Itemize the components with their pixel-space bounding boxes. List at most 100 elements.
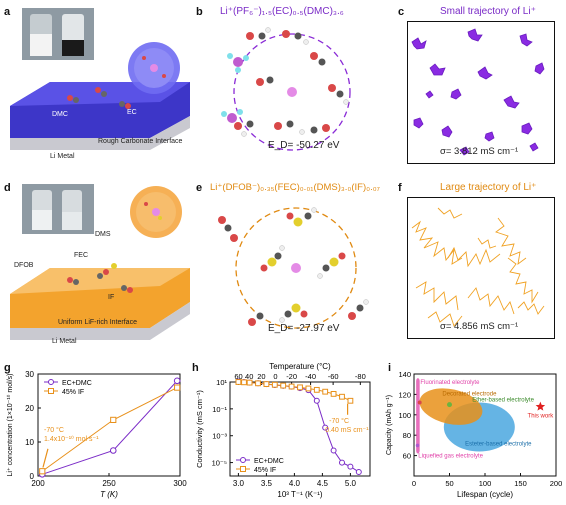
y-tick-label-i: 140	[398, 370, 411, 379]
legend-marker-g-0	[48, 379, 54, 385]
top-tick-label-h: -80	[355, 372, 366, 381]
this-work-label: This work	[528, 414, 555, 420]
y-tick-label-i: 60	[403, 452, 411, 461]
x-tick-label-h: 4.5	[317, 479, 329, 488]
data-point-h-1	[297, 384, 303, 391]
y-tick-label-g: 30	[25, 370, 34, 379]
x-tick-label-i: 200	[550, 479, 563, 488]
trajectory-title-f: Large trajectory of Li⁺	[440, 182, 537, 193]
data-point-g-1	[174, 384, 181, 391]
uniform-interface-label: Uniform LiF-rich Interface	[58, 319, 137, 326]
top-tick-label-h: 40	[245, 372, 253, 381]
legend-marker-h-1	[240, 466, 246, 472]
y-tick-label-h: 10¹	[216, 378, 227, 387]
ec-label: EC	[127, 109, 137, 116]
data-point-h-1	[241, 379, 247, 386]
solvation-formula-b: Li⁺(PF₆⁻)₁.₅(EC)₀.₅(DMC)₃.₆	[220, 6, 344, 17]
top-tick-label-h: -60	[328, 372, 339, 381]
y-axis-label-g: Li⁺ concentration (1×10⁻¹⁰ mol/s)	[6, 374, 14, 477]
panel-label-f: f	[398, 182, 402, 194]
plot-frame-g	[37, 373, 181, 477]
data-point-h-0	[355, 468, 362, 475]
x-tick-label-i: 50	[445, 479, 453, 488]
x-axis-label-h: 10³ T⁻¹ (K⁻¹)	[277, 490, 323, 499]
x-tick-label-h: 3.0	[233, 479, 245, 488]
fluorinated-label: Fluorinated electrolyte	[420, 380, 480, 386]
panel-a-illustration	[10, 6, 190, 156]
top-tick-label-h: 60	[234, 372, 242, 381]
x-tick-label-h: 4.0	[289, 479, 301, 488]
legend-marker-h-0	[240, 457, 246, 463]
li-metal-label-a: Li Metal	[50, 153, 75, 160]
panel-label-c: c	[398, 6, 405, 18]
data-point-h-0	[347, 463, 354, 470]
data-point-h-1	[305, 385, 312, 392]
x-tick-label-g: 250	[102, 479, 116, 488]
annotation-temp-g: -70 °C	[44, 426, 64, 434]
panel-label-d: d	[4, 182, 11, 194]
x-tick-label-i: 100	[479, 479, 492, 488]
panel-d-illustration	[10, 182, 190, 342]
x-axis-label-i: Lifespan (cycle)	[457, 490, 513, 499]
fluorinated-region	[416, 378, 420, 454]
conductivity-sigma-f: σ= 4.856 mS cm⁻¹	[440, 321, 519, 332]
dfob-label: DFOB	[14, 262, 34, 269]
chart-g: 200 250 300 0 10 20 30 T (K) Li⁺ concentration (…	[0, 360, 190, 500]
chart-h: 3.0 3.5 4.0 4.5 5.0 10¹ 10⁻¹ 10⁻³ 10⁻⁵ 60 40 20 0 -20…	[190, 360, 380, 500]
rough-interface-label: Rough Carbonate Interface	[98, 138, 183, 145]
y-tick-label-g: 20	[25, 404, 34, 413]
data-point-h-0	[330, 447, 337, 454]
dmc-label: DMC	[52, 111, 68, 118]
y-axis-label-i: Capacity (mAh g⁻¹)	[386, 395, 393, 455]
trajectory-plot-c	[407, 21, 555, 164]
fec-label: FEC	[74, 252, 88, 259]
chart-i: 0 50 100 150 200 60 80 100 120 140 Lifespan (cycle…	[380, 360, 566, 500]
data-point-h-0	[313, 397, 320, 404]
trajectory-title-c: Small trajectory of Li⁺	[440, 6, 536, 17]
data-point-h-1	[255, 380, 261, 387]
panel-label-h: h	[192, 362, 199, 374]
x-axis-label-g: T (K)	[100, 490, 118, 499]
binding-energy-e: E_D= -27.97 eV	[268, 323, 340, 334]
y-tick-label-g: 10	[25, 438, 34, 447]
data-point-h-0	[322, 424, 329, 431]
legend-label-g-0: EC+DMC	[62, 380, 92, 387]
legend-label-h-0: EC+DMC	[254, 458, 284, 465]
panel-b-structure	[210, 22, 380, 152]
data-point-g-0	[173, 377, 181, 385]
x-tick-label-i: 150	[514, 479, 527, 488]
liquefied-marker	[415, 443, 420, 448]
data-point-g-1	[39, 468, 46, 475]
data-point-h-1	[347, 397, 354, 404]
ester-label: Esteter-based electrolyte	[465, 441, 532, 447]
y-tick-label-i: 80	[403, 431, 411, 440]
top-tick-label-h: -40	[305, 372, 316, 381]
data-point-h-1	[271, 381, 278, 388]
y-tick-label-h: 10⁻³	[212, 432, 227, 441]
this-work-star	[535, 401, 546, 411]
y-tick-label-i: 100	[398, 411, 411, 420]
y-tick-label-h: 10⁻⁵	[212, 459, 227, 468]
dms-label: DMS	[95, 231, 111, 238]
trajectory-plot-f	[407, 197, 555, 339]
panel-label-e: e	[196, 182, 203, 194]
data-point-g-0	[109, 447, 117, 454]
legend-label-g-1: 45% IF	[62, 389, 84, 396]
annotation-arrow-g	[42, 448, 49, 468]
data-point-h-1	[235, 379, 242, 385]
data-point-h-1	[339, 393, 345, 400]
x-tick-label-h: 3.5	[261, 479, 273, 488]
x-tick-label-g: 200	[31, 479, 45, 488]
data-point-h-1	[313, 386, 320, 393]
ether-marker	[447, 402, 452, 408]
y-axis-label-h: Conductivity (mS cm⁻¹)	[195, 390, 204, 468]
annotation-value-h: 0.40 mS cm⁻¹	[325, 427, 369, 434]
top-tick-label-h: 0	[273, 372, 277, 381]
if-label: IF	[108, 294, 115, 301]
data-point-h-1	[288, 383, 295, 390]
plot-frame-h	[229, 381, 371, 477]
panel-label-i: i	[388, 362, 392, 374]
liquefied-label: Liquefied gas electrolyte	[418, 454, 483, 460]
top-tick-label-h: -20	[286, 372, 297, 381]
y-tick-label-i: 120	[398, 390, 411, 399]
